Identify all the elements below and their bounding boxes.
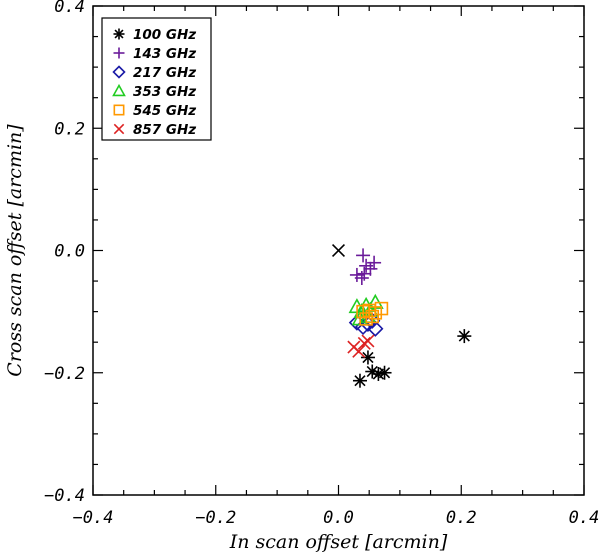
data-point — [457, 329, 472, 344]
data-point — [374, 301, 389, 316]
x-axis-label: In scan offset [arcmin] — [229, 531, 448, 553]
axis-ticks — [92, 5, 585, 496]
y-tick-label: −0.4 — [44, 486, 85, 506]
legend-label: 143 GHz — [133, 46, 196, 62]
y-tick-label: 0.4 — [54, 0, 85, 17]
legend-label: 857 GHz — [133, 122, 196, 138]
data-point — [356, 248, 371, 263]
data-point — [357, 266, 372, 281]
data-point — [360, 350, 375, 365]
y-tick-label: 0.0 — [54, 242, 85, 262]
y-tick-label: −0.2 — [44, 364, 85, 384]
legend-marker — [113, 47, 125, 59]
data-point — [361, 334, 375, 348]
x-tick-label: −0.2 — [195, 508, 236, 528]
x-tick-label: 0.2 — [446, 508, 477, 528]
legend-marker — [113, 123, 125, 135]
x-tick-label: 0.4 — [569, 508, 600, 528]
data-point — [352, 344, 366, 358]
data-point — [367, 320, 384, 337]
axis-tick-labels: −0.4 −0.2 0.0 0.2 0.4 −0.4 −0.2 0.0 0.2 0.4 — [44, 0, 599, 528]
x-tick-label: 0.0 — [323, 508, 354, 528]
data-point — [377, 365, 392, 380]
legend-box — [101, 17, 212, 141]
data-point — [352, 373, 367, 388]
legend-marker — [112, 83, 126, 97]
legend-marker — [113, 104, 125, 116]
legend-marker — [112, 65, 126, 79]
y-tick-label: 0.2 — [54, 119, 85, 139]
legend-label: 545 GHz — [133, 103, 196, 119]
x-tick-label: −0.4 — [73, 508, 114, 528]
data-point — [365, 364, 380, 379]
y-axis-label: Cross scan offset [arcmin] — [4, 124, 26, 377]
legend-marker — [113, 28, 125, 40]
legend: 100 GHz 143 GHz 217 GHz 353 GHz 545 GHz 857 G… — [101, 17, 212, 141]
data-point — [357, 336, 371, 350]
legend-label: 217 GHz — [133, 65, 196, 81]
legend-label: 100 GHz — [133, 27, 196, 43]
data-markers — [331, 243, 472, 388]
legend-label: 353 GHz — [133, 84, 196, 100]
data-point — [367, 255, 382, 270]
data-point — [365, 309, 380, 324]
origin-marker — [331, 243, 346, 258]
